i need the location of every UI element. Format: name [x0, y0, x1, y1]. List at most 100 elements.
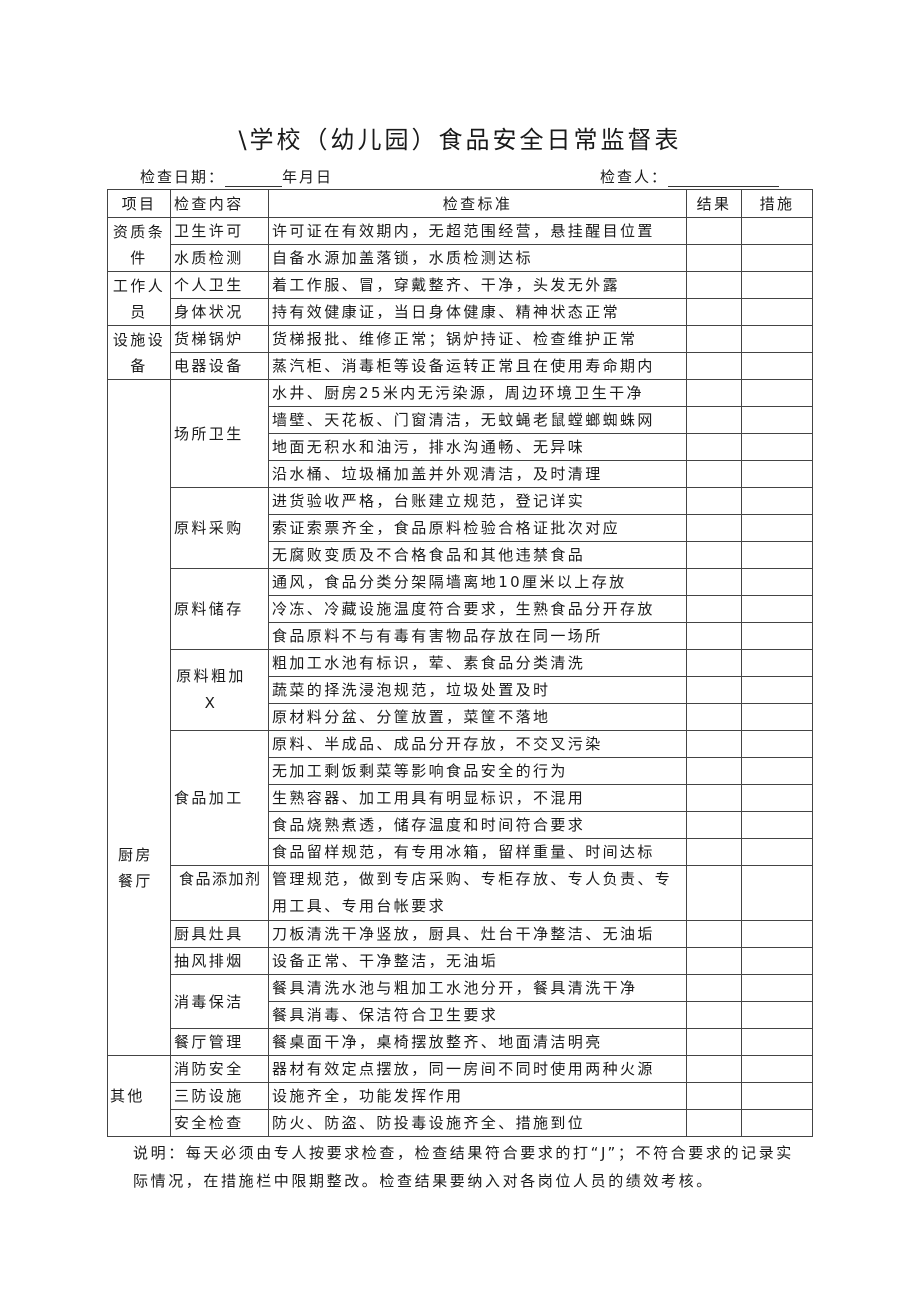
measure-cell[interactable]	[741, 649, 813, 677]
measure-cell[interactable]	[741, 622, 813, 650]
result-cell[interactable]	[686, 1028, 742, 1056]
content-cell: 消毒保洁	[170, 974, 269, 1029]
table-row: 食品烧熟煮透，储存温度和时间符合要求	[108, 811, 813, 839]
result-cell[interactable]	[686, 271, 742, 299]
result-cell[interactable]	[686, 487, 742, 515]
measure-cell[interactable]	[741, 1055, 813, 1083]
content-label: 食品添加剂	[179, 870, 262, 888]
content-label: 抽风排烟	[174, 952, 244, 970]
table-row: 原料粗加X 粗加工水池有标识，荤、素食品分类清洗	[108, 649, 813, 731]
header-content: 检查内容	[170, 189, 269, 218]
measure-cell[interactable]	[741, 217, 813, 245]
result-cell[interactable]	[686, 217, 742, 245]
measure-cell[interactable]	[741, 541, 813, 569]
result-cell[interactable]	[686, 244, 742, 272]
measure-cell[interactable]	[741, 433, 813, 461]
result-cell[interactable]	[686, 920, 742, 948]
result-cell[interactable]	[686, 947, 742, 975]
result-cell[interactable]	[686, 622, 742, 650]
measure-cell[interactable]	[741, 460, 813, 488]
inspection-date: 检查日期： 年月日	[140, 166, 333, 187]
result-cell[interactable]	[686, 1001, 742, 1029]
standard-cell: 通风，食品分类分架隔墙离地10厘米以上存放	[268, 568, 687, 596]
measure-cell[interactable]	[741, 865, 813, 921]
result-cell[interactable]	[686, 1055, 742, 1083]
result-cell[interactable]	[686, 811, 742, 839]
measure-cell[interactable]	[741, 730, 813, 758]
measure-cell[interactable]	[741, 974, 813, 1002]
result-cell[interactable]	[686, 379, 742, 407]
result-cell[interactable]	[686, 1109, 742, 1137]
content-cell: 电器设备	[170, 352, 269, 380]
result-cell[interactable]	[686, 784, 742, 812]
table-row: 无加工剩饭剩菜等影响食品安全的行为	[108, 757, 813, 785]
standard-cell: 货梯报批、维修正常；锅炉持证、检查维护正常	[268, 325, 687, 353]
item-cell: 其他	[107, 1055, 171, 1137]
result-cell[interactable]	[686, 865, 742, 921]
measure-cell[interactable]	[741, 379, 813, 407]
measure-cell[interactable]	[741, 595, 813, 623]
result-cell[interactable]	[686, 703, 742, 731]
content-label: 餐厅管理	[174, 1033, 244, 1051]
measure-cell[interactable]	[741, 703, 813, 731]
content-label: 个人卫生	[174, 276, 244, 294]
measure-cell[interactable]	[741, 514, 813, 542]
result-cell[interactable]	[686, 974, 742, 1002]
table-row: 无腐败变质及不合格食品和其他违禁食品	[108, 541, 813, 569]
content-label: 水质检测	[174, 249, 244, 267]
measure-cell[interactable]	[741, 271, 813, 299]
date-blank[interactable]	[225, 170, 283, 187]
result-cell[interactable]	[686, 568, 742, 596]
measure-cell[interactable]	[741, 568, 813, 596]
measure-cell[interactable]	[741, 406, 813, 434]
standard-cell: 食品留样规范，有专用冰箱，留样重量、时间达标	[268, 838, 687, 866]
result-cell[interactable]	[686, 1082, 742, 1110]
content-cell: 卫生许可	[170, 217, 269, 245]
table-row: 食品添加剂 管理规范，做到专店采购、专柜存放、专人负责、专用工具、专用台帐要求	[108, 865, 813, 921]
measure-cell[interactable]	[741, 1109, 813, 1137]
measure-cell[interactable]	[741, 352, 813, 380]
content-cell: 个人卫生	[170, 271, 269, 299]
measure-cell[interactable]	[741, 1082, 813, 1110]
item-cell: 设施设备	[107, 325, 171, 380]
standard-cell: 持有效健康证，当日身体健康、精神状态正常	[268, 298, 687, 326]
header-item: 项目	[107, 189, 171, 218]
item-label: 设施设备	[112, 330, 166, 375]
result-cell[interactable]	[686, 325, 742, 353]
result-cell[interactable]	[686, 838, 742, 866]
measure-cell[interactable]	[741, 811, 813, 839]
measure-cell[interactable]	[741, 947, 813, 975]
result-cell[interactable]	[686, 298, 742, 326]
result-cell[interactable]	[686, 757, 742, 785]
measure-cell[interactable]	[741, 298, 813, 326]
result-cell[interactable]	[686, 352, 742, 380]
result-cell[interactable]	[686, 595, 742, 623]
item-label: 资质条件	[112, 222, 166, 267]
measure-cell[interactable]	[741, 1001, 813, 1029]
result-cell[interactable]	[686, 730, 742, 758]
measure-cell[interactable]	[741, 487, 813, 515]
result-cell[interactable]	[686, 541, 742, 569]
result-cell[interactable]	[686, 406, 742, 434]
measure-cell[interactable]	[741, 838, 813, 866]
table-row: 原料储存 通风，食品分类分架隔墙离地10厘米以上存放	[108, 568, 813, 650]
measure-cell[interactable]	[741, 244, 813, 272]
content-label: 电器设备	[174, 357, 244, 375]
measure-cell[interactable]	[741, 1028, 813, 1056]
content-cell: 食品添加剂	[170, 865, 269, 921]
result-cell[interactable]	[686, 433, 742, 461]
measure-cell[interactable]	[741, 784, 813, 812]
result-cell[interactable]	[686, 676, 742, 704]
measure-cell[interactable]	[741, 676, 813, 704]
measure-cell[interactable]	[741, 325, 813, 353]
result-cell[interactable]	[686, 514, 742, 542]
measure-cell[interactable]	[741, 757, 813, 785]
result-cell[interactable]	[686, 649, 742, 677]
result-cell[interactable]	[686, 460, 742, 488]
content-label: 场所卫生	[174, 424, 244, 443]
inspector-blank[interactable]	[668, 170, 780, 187]
standard-cell: 墙壁、天花板、门窗清洁，无蚊蝇老鼠螳螂蜘蛛网	[268, 406, 687, 434]
measure-cell[interactable]	[741, 920, 813, 948]
standard-cell: 自备水源加盖落锁，水质检测达标	[268, 244, 687, 272]
content-label: 消防安全	[174, 1060, 244, 1078]
